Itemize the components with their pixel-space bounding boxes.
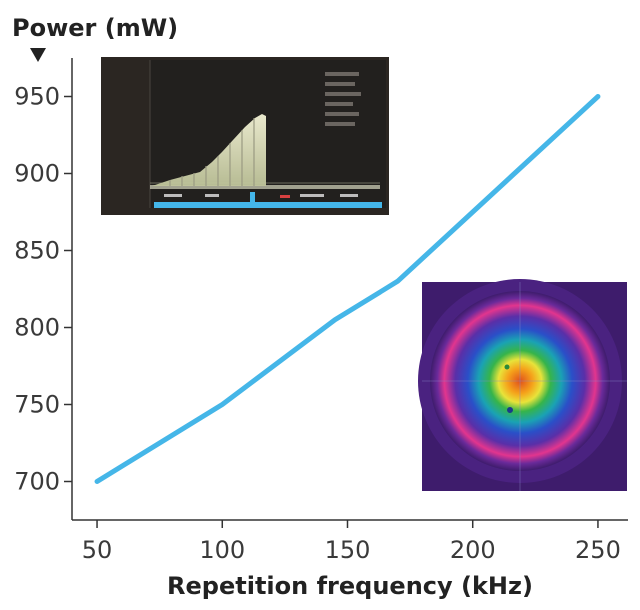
y-axis-title: Power (mW): [12, 14, 178, 42]
oscilloscope-inset: [101, 57, 389, 215]
y-tick-label: 700: [14, 468, 60, 496]
y-tick-label: 850: [14, 237, 60, 265]
y-tick-label: 900: [14, 160, 60, 188]
beam-profile-inset: [418, 279, 627, 491]
y-tick-label: 750: [14, 391, 60, 419]
y-axis-arrow-icon: [30, 48, 46, 62]
x-ticks: 50 100 150 200 250: [82, 520, 621, 564]
y-tick-label: 950: [14, 83, 60, 111]
x-tick-label: 200: [450, 536, 496, 564]
x-tick-label: 100: [199, 536, 245, 564]
x-axis-title: Repetition frequency (kHz): [167, 572, 533, 600]
y-tick-label: 800: [14, 314, 60, 342]
y-ticks: 700 750 800 850 900 950: [14, 83, 72, 496]
x-tick-label: 250: [575, 536, 621, 564]
x-tick-label: 50: [82, 536, 113, 564]
power-series-line: [94, 94, 601, 484]
x-tick-label: 150: [325, 536, 371, 564]
